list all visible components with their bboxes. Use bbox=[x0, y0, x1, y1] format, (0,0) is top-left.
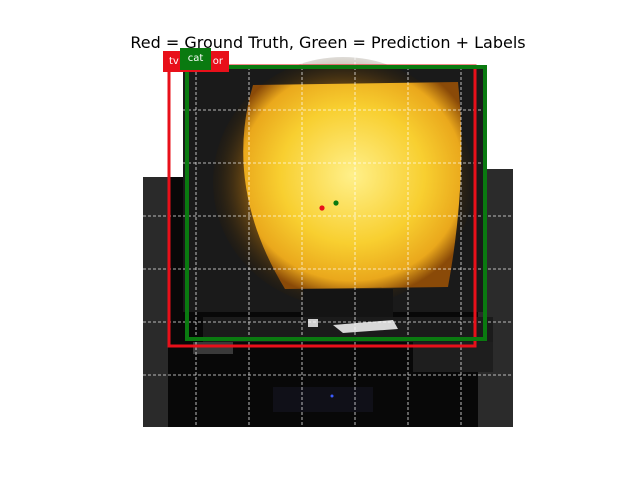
photo-scene bbox=[143, 57, 513, 427]
ground-truth-label-text: tv bbox=[169, 55, 179, 67]
prediction-label: cat bbox=[180, 48, 211, 70]
figure-title: Red = Ground Truth, Green = Prediction +… bbox=[130, 33, 526, 52]
ground-truth-label-tail: or bbox=[212, 55, 223, 67]
prediction-label-text: cat bbox=[187, 53, 204, 64]
photo bbox=[143, 57, 513, 427]
